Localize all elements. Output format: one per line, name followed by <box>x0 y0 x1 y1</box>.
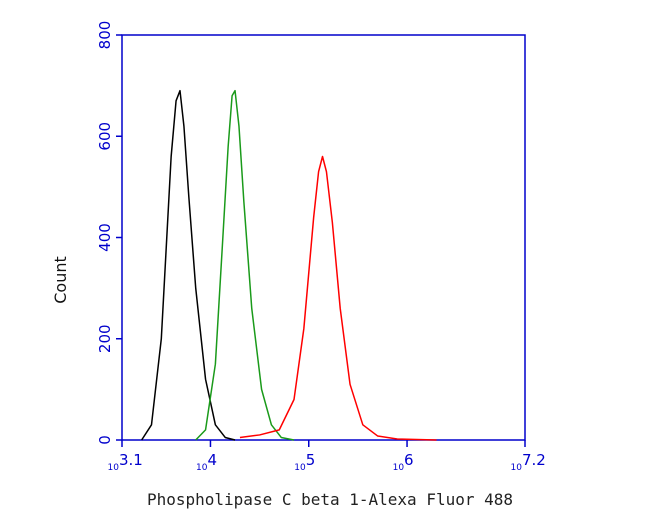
y-tick-label: 400 <box>96 223 114 252</box>
x-tick-label: 10 <box>108 463 120 473</box>
y-tick-label: 800 <box>96 21 114 50</box>
histogram-line <box>239 155 437 441</box>
x-tick-exponent: 3.1 <box>119 451 143 469</box>
histogram-line <box>195 89 295 441</box>
x-tick-label: 10 <box>196 463 208 473</box>
x-tick-label: 10 <box>511 463 523 473</box>
x-tick-exponent: 5 <box>306 451 316 469</box>
y-axis-label: Count <box>51 256 70 304</box>
y-tick-label: 200 <box>96 324 114 353</box>
x-tick-exponent: 7.2 <box>522 451 546 469</box>
y-tick-label: 0 <box>96 435 114 445</box>
histogram-line <box>141 89 236 441</box>
x-tick-exponent: 4 <box>207 451 217 469</box>
x-tick-exponent: 6 <box>404 451 414 469</box>
y-tick-label: 600 <box>96 122 114 151</box>
x-tick-label: 10 <box>393 463 405 473</box>
plot-frame <box>121 34 526 441</box>
x-tick-label: 10 <box>294 463 306 473</box>
x-axis-label: Phospholipase C beta 1-Alexa Fluor 488 <box>147 490 513 509</box>
